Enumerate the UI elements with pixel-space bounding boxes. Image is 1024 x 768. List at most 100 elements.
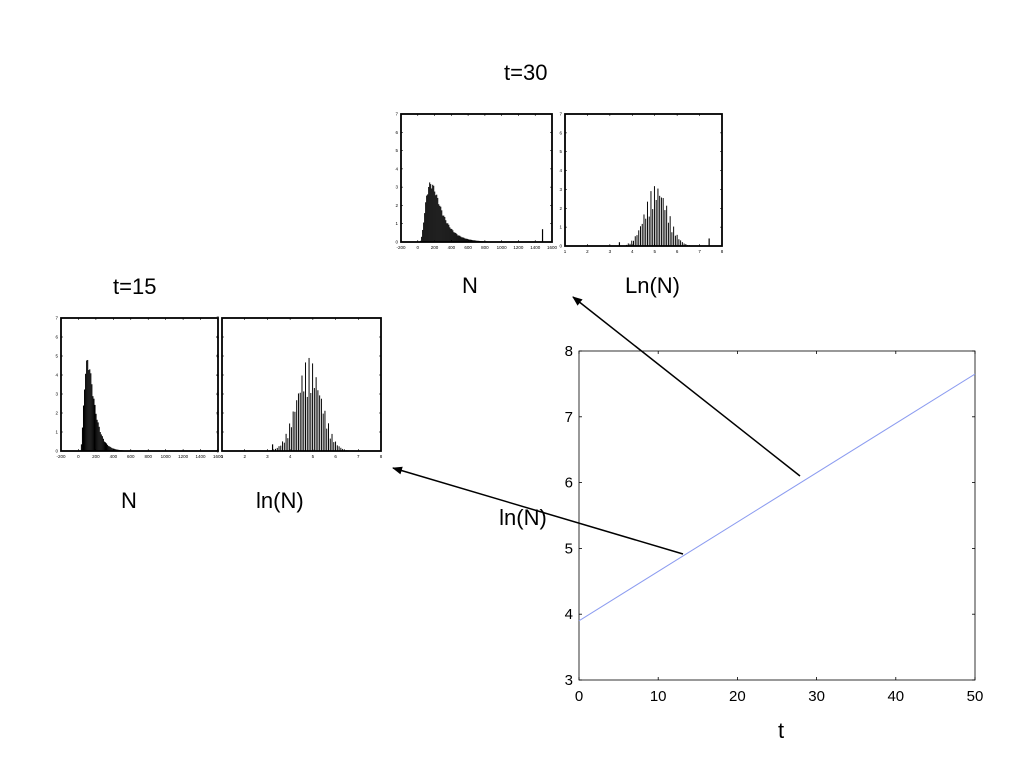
hist-bar (633, 240, 634, 246)
x-tick-label: 1 (564, 249, 567, 254)
line-chart: 0 10 20 30 40 50 3 4 5 6 7 8 t ln(N) (499, 343, 983, 743)
hist-bar (329, 438, 331, 451)
hist-bar (466, 238, 468, 242)
hist-bar (117, 449, 119, 451)
hist-bar (333, 442, 335, 451)
y-tick-label: 1 (395, 221, 398, 226)
hist-bar (282, 441, 284, 451)
hist-bar (324, 410, 326, 451)
hist-bar (104, 442, 107, 451)
hist-bar (439, 205, 441, 242)
x-tick-label: 400 (110, 454, 118, 459)
y-tick-label: 4 (216, 373, 219, 378)
hist-bar (626, 244, 628, 246)
hist-bar (483, 241, 485, 242)
label-n-top: N (462, 273, 478, 298)
y-tick-label: 2 (216, 411, 219, 416)
x-tick-label: 800 (144, 454, 152, 459)
hist-bar (486, 241, 488, 242)
hist-bar (631, 240, 633, 246)
hist-bar (479, 241, 481, 242)
y-tick-label: 3 (55, 392, 58, 397)
hist-bar (322, 413, 324, 451)
hist-bar (94, 404, 96, 451)
hist-bar (120, 450, 122, 451)
y-tick-label: 3 (565, 672, 573, 689)
x-tick-label: 0 (77, 454, 80, 459)
hist-bar (319, 395, 321, 451)
x-tick-label: -200 (396, 245, 406, 250)
hist-bar (477, 240, 479, 242)
hist-bar (421, 236, 423, 242)
hist-bar (102, 438, 104, 451)
hist-bar (422, 229, 424, 242)
x-tick-label: 3 (609, 249, 612, 254)
y-tick-label: 3 (216, 392, 219, 397)
x-tick-label: 800 (481, 245, 489, 250)
hist-bar (276, 447, 278, 451)
hist-bar (660, 197, 662, 246)
hist-bar (681, 242, 683, 246)
hist-bar (648, 216, 650, 246)
x-tick-label: 1600 (547, 245, 558, 250)
hist-bar (472, 240, 474, 242)
y-tick-label: 1 (55, 430, 58, 435)
hist-bar (301, 375, 303, 451)
y-tick-label: 4 (559, 168, 562, 173)
hist-bar (629, 243, 631, 246)
hist-bar (101, 436, 103, 451)
hist-bar (657, 188, 659, 246)
hist-bar (290, 427, 292, 451)
hist-bar (305, 362, 307, 451)
hist-bar (347, 450, 349, 451)
hist-bar (294, 411, 296, 451)
hist-bar (106, 443, 108, 451)
hist-bar (435, 195, 437, 242)
label-n-left: N (121, 488, 137, 513)
hist-bar (451, 229, 453, 242)
hist-bar (447, 223, 449, 242)
hist-bar (638, 230, 640, 246)
hist-bar (109, 446, 111, 451)
label-ln-left: ln(N) (256, 488, 304, 513)
x-tick-label: 1200 (513, 245, 524, 250)
x-tick-label: 1000 (161, 454, 172, 459)
x-tick-label: 1000 (497, 245, 508, 250)
y-tick-label: 4 (565, 606, 573, 623)
x-tick-label: 4 (631, 249, 634, 254)
x-tick-label: 0 (575, 688, 583, 705)
hist-bar (450, 228, 452, 242)
hist-bar (470, 239, 472, 242)
x-tick-label: 6 (334, 454, 337, 459)
hist-bar (303, 391, 305, 451)
hist-bar (275, 448, 276, 451)
x-tick-label: 8 (721, 249, 724, 254)
hist-bar (482, 241, 484, 242)
hist-bar (676, 234, 678, 246)
arrow-to-t15 (392, 466, 684, 555)
hist-bar (671, 232, 673, 246)
y-tick-label: 7 (565, 409, 573, 426)
hist-bar (687, 245, 689, 246)
hist-bar (438, 204, 440, 242)
hist-bar (308, 357, 310, 451)
hist-bar (269, 450, 271, 451)
hist-bar (111, 447, 113, 451)
x-tick-label: 1200 (178, 454, 189, 459)
hist-bar (306, 396, 308, 451)
hist-bar (296, 400, 298, 451)
x-tick-label: 8 (380, 454, 383, 459)
hist-bar (99, 432, 101, 451)
y-tick-label: 0 (216, 449, 219, 454)
hist-bar (90, 373, 92, 451)
hist-bar (343, 449, 345, 451)
arrow-to-t30 (572, 296, 801, 477)
x-tick-label: 10 (650, 688, 667, 705)
x-tick-label: 1 (221, 454, 224, 459)
y-tick-label: 6 (559, 130, 562, 135)
hist-bar (287, 438, 289, 451)
hist-bar (685, 244, 687, 246)
x-tick-label: 600 (464, 245, 472, 250)
